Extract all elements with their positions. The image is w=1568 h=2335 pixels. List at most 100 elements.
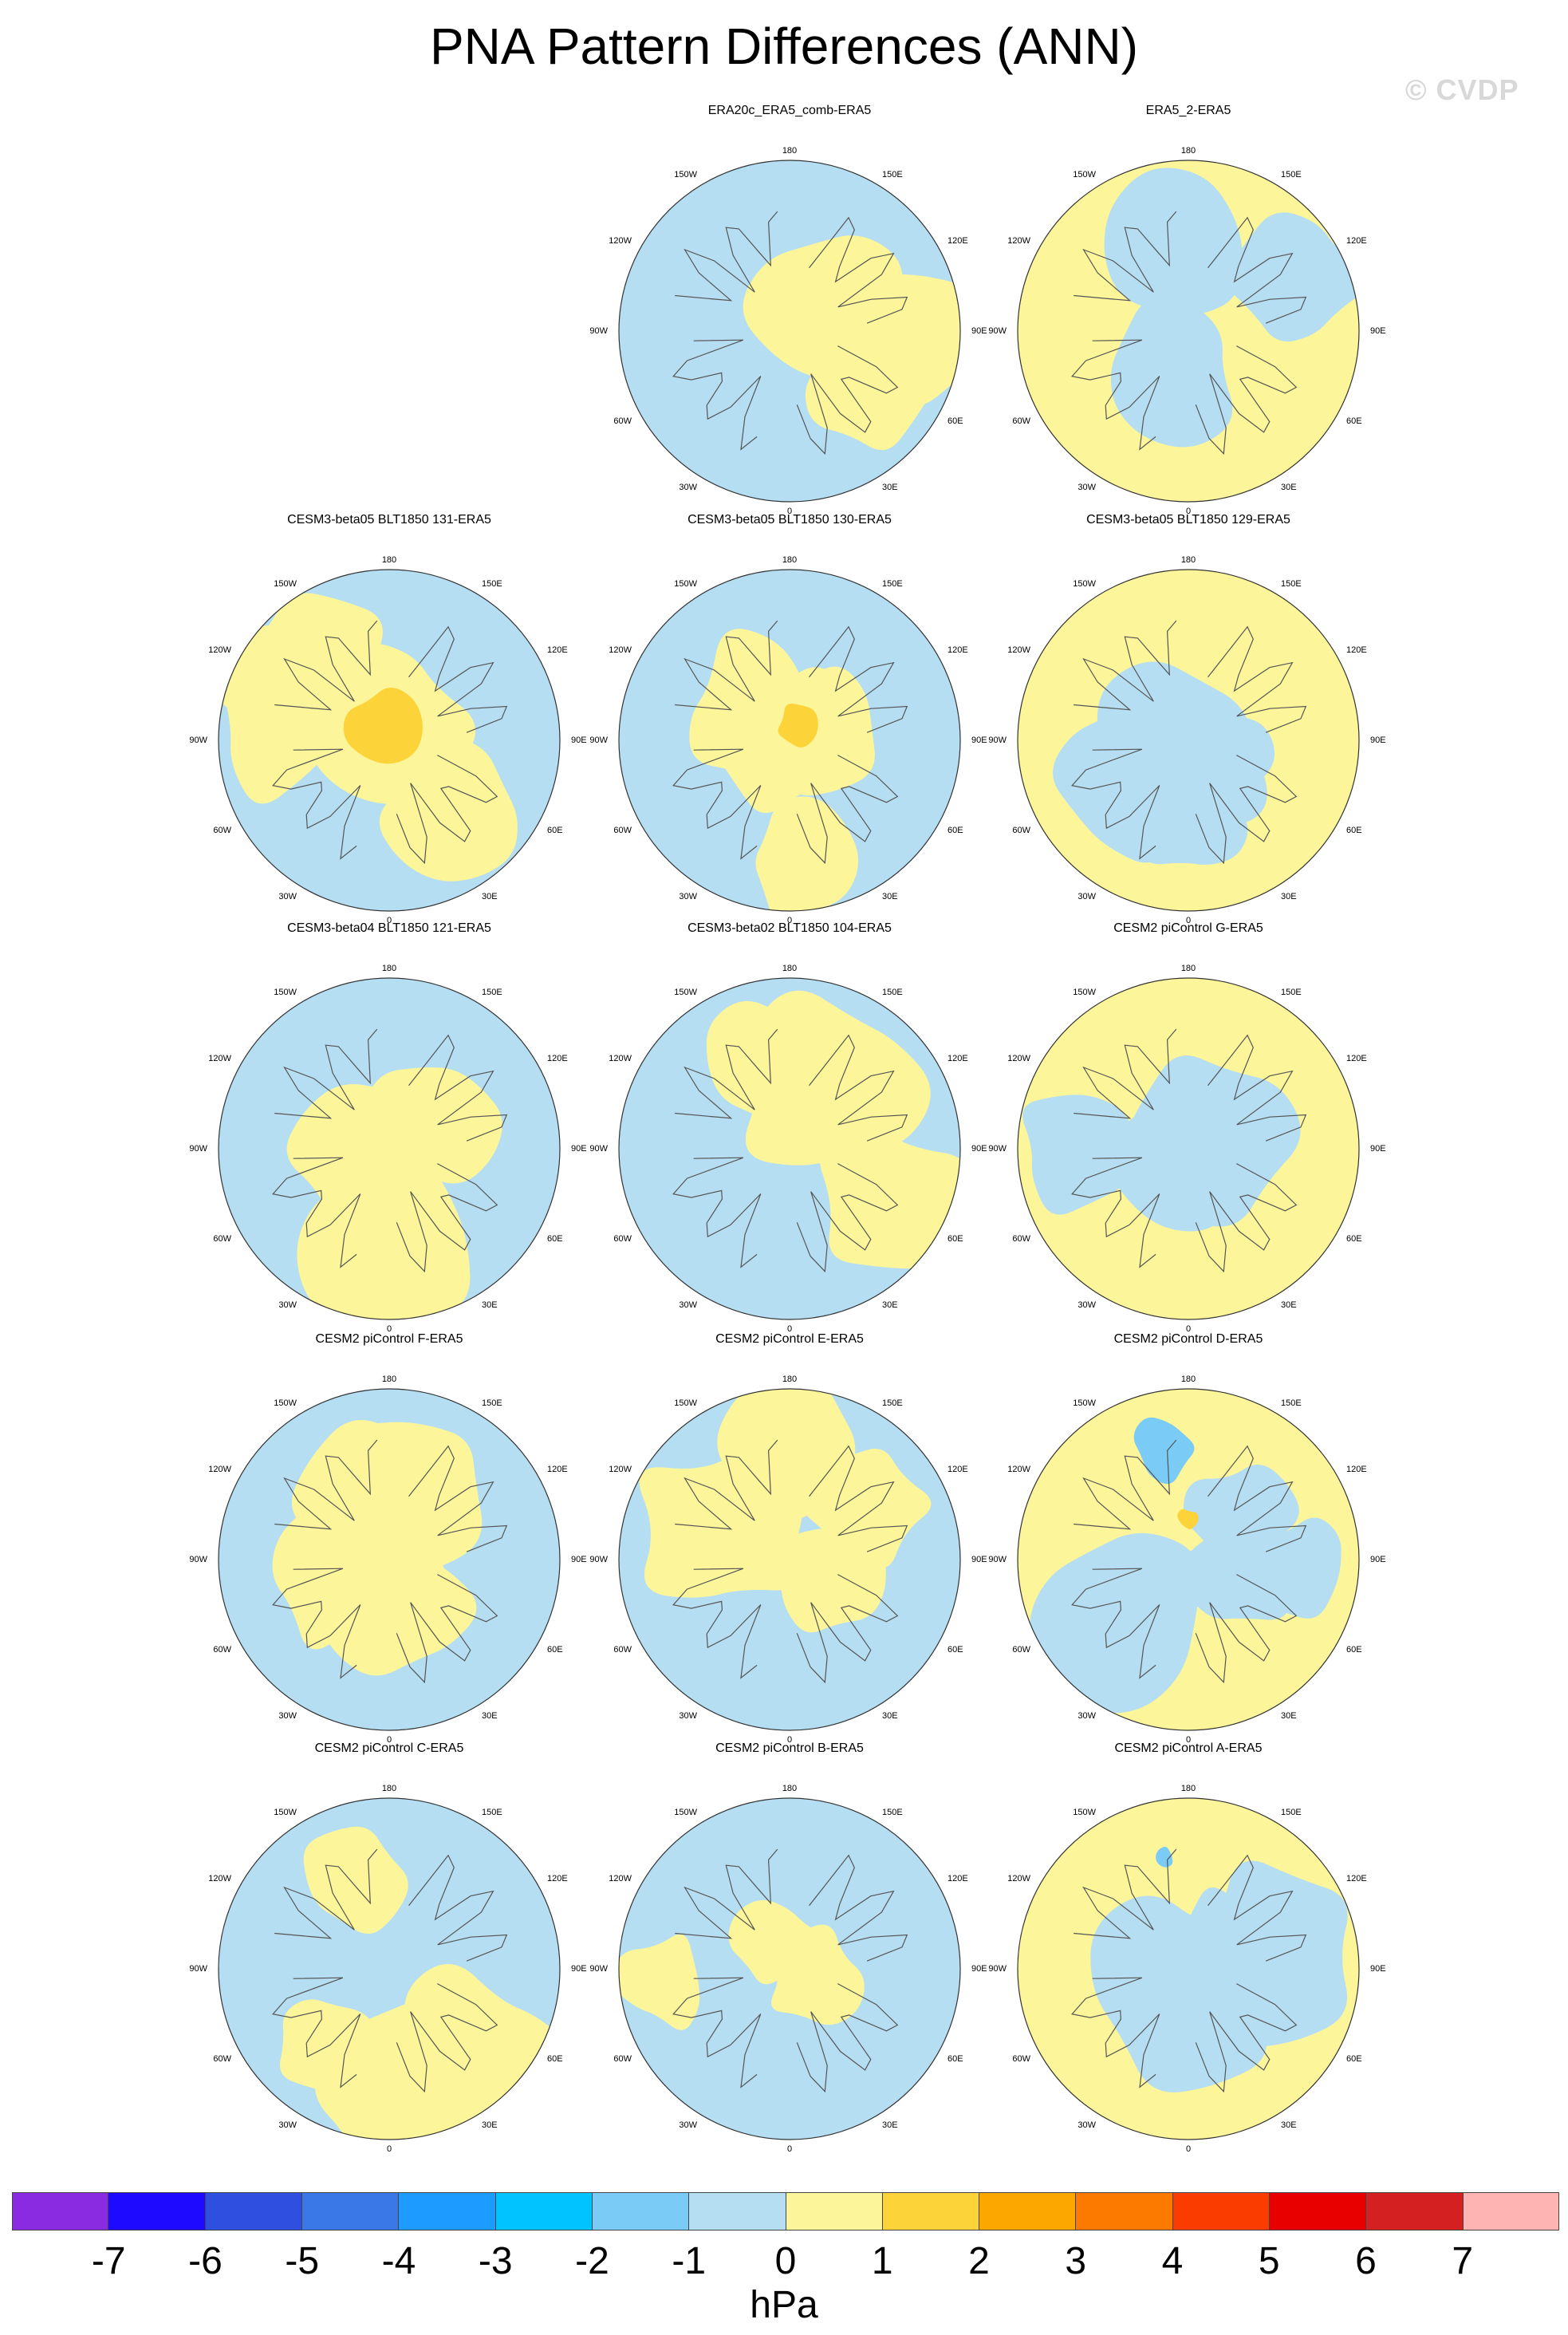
map-panel: CESM2 piControl A-ERA5 180 0 150W 150E 120W 12…: [981, 1741, 1396, 2162]
coastline: [796, 1574, 899, 1684]
anomaly-region: [1097, 661, 1267, 830]
longitude-label: 180: [1180, 146, 1196, 156]
colorbar-swatch: [1463, 2192, 1559, 2230]
longitude-label: 60E: [546, 1645, 563, 1655]
panel-title: CESM2 piControl B-ERA5: [715, 1741, 864, 1755]
longitude-label: 0: [786, 916, 793, 925]
longitude-label: 120W: [609, 645, 632, 655]
longitude-label: 120E: [1345, 1054, 1367, 1063]
longitude-label: 120E: [546, 1054, 568, 1063]
coastline: [1195, 1574, 1298, 1684]
anomaly-region: [755, 796, 859, 911]
longitude-label: 90E: [571, 1964, 587, 1974]
longitude-label: 150W: [1073, 988, 1096, 998]
longitude-label: 180: [1180, 555, 1196, 565]
colorbar-tick-label: 3: [1065, 2240, 1087, 2282]
anomaly-region: [770, 1924, 865, 2025]
longitude-label: 60E: [546, 2054, 563, 2064]
longitude-label: 30W: [278, 891, 297, 901]
colorbar-swatch: [205, 2192, 302, 2230]
longitude-label: 180: [381, 1375, 397, 1384]
anomaly-region: [1183, 1887, 1282, 1982]
coastline: [408, 1445, 508, 1552]
map-border: [1017, 1388, 1360, 1731]
longitude-label: 30E: [482, 2120, 498, 2130]
longitude-label: 90W: [589, 1144, 608, 1154]
coastline: [1195, 1983, 1298, 2093]
longitude-label: 90E: [1370, 1555, 1386, 1564]
anomaly-region: [1227, 212, 1359, 342]
longitude-label: 120E: [947, 236, 968, 246]
figure-title: PNA Pattern Differences (ANN): [429, 18, 1139, 75]
colorbar-tick-label: 4: [1161, 2240, 1184, 2282]
coastline: [1208, 625, 1307, 733]
anomaly-region: [1022, 1095, 1138, 1215]
polar-map: [618, 160, 961, 503]
longitude-label: 30W: [679, 1710, 697, 1721]
coastline: [272, 1977, 361, 2088]
polar-map: [618, 569, 961, 912]
cvdp-watermark: © CVDP: [1405, 73, 1519, 106]
longitude-label: 60W: [613, 1234, 632, 1244]
longitude-label: 60W: [213, 826, 232, 835]
longitude-label: 60E: [546, 826, 563, 835]
longitude-label: 60W: [213, 2054, 232, 2064]
colorbar-swatch: [882, 2192, 980, 2230]
coastline: [396, 1574, 498, 1684]
coastline: [1208, 1854, 1307, 1962]
polar-map: [218, 1388, 561, 1731]
longitude-label: 30E: [1281, 1300, 1297, 1310]
longitude-label: 60E: [1345, 416, 1362, 426]
coastline: [1208, 216, 1307, 324]
longitude-label: 60W: [613, 1645, 632, 1655]
map-panel: CESM2 piControl G-ERA5 180 0 150W 150E 120W 12…: [981, 921, 1396, 1342]
longitude-label: 0: [786, 1324, 793, 1334]
colorbar-tick-label: -6: [188, 2240, 223, 2282]
longitude-label: 30W: [1078, 2120, 1096, 2130]
longitude-label: 90W: [589, 1964, 608, 1974]
coastline: [408, 625, 508, 733]
coastline: [796, 755, 899, 865]
strong-negative-region: [1133, 1417, 1195, 1485]
longitude-label: 150W: [674, 1808, 697, 1818]
longitude-label: 90E: [1370, 1144, 1386, 1154]
longitude-label: 120E: [546, 1465, 568, 1474]
panel-title: CESM2 piControl A-ERA5: [1114, 1741, 1263, 1755]
coastline: [1195, 345, 1298, 456]
longitude-label: 150W: [1073, 170, 1096, 180]
colorbar-swatch: [689, 2192, 786, 2230]
longitude-label: 120W: [609, 1054, 632, 1063]
coastline: [1208, 1034, 1307, 1142]
colorbar-swatch: [786, 2192, 883, 2230]
panel-title: CESM3-beta05 BLT1850 129-ERA5: [1086, 513, 1290, 527]
longitude-label: 90W: [589, 736, 608, 745]
anomaly-region: [745, 990, 931, 1166]
coastline: [672, 1977, 762, 2088]
colorbar-swatch: [1076, 2192, 1173, 2230]
map-border: [1017, 569, 1360, 912]
coastline: [1071, 339, 1160, 451]
longitude-label: 150W: [1073, 579, 1096, 590]
longitude-label: 30W: [278, 1300, 297, 1310]
longitude-label: 120W: [1007, 236, 1031, 246]
coastline: [408, 1854, 508, 1962]
anomaly-region: [332, 1422, 483, 1573]
colorbar-tick-label: -4: [381, 2240, 416, 2282]
panel-title: CESM2 piControl C-ERA5: [314, 1741, 464, 1755]
colorbar-swatch: [12, 2192, 109, 2230]
coastline: [272, 1157, 361, 1268]
strong-positive-region: [343, 688, 423, 764]
longitude-label: 0: [786, 1735, 793, 1745]
longitude-label: 0: [386, 1735, 392, 1745]
longitude-label: 60W: [613, 826, 632, 835]
longitude-label: 0: [786, 507, 793, 516]
longitude-label: 150W: [1073, 1808, 1096, 1818]
longitude-label: 60E: [947, 1645, 963, 1655]
anomaly-region: [619, 1934, 700, 2030]
longitude-label: 0: [1185, 1324, 1192, 1334]
longitude-label: 120W: [1007, 645, 1031, 655]
coastline: [675, 1028, 778, 1119]
longitude-label: 90W: [589, 1555, 608, 1564]
anomaly-region: [379, 737, 518, 882]
longitude-label: 180: [782, 1375, 798, 1384]
